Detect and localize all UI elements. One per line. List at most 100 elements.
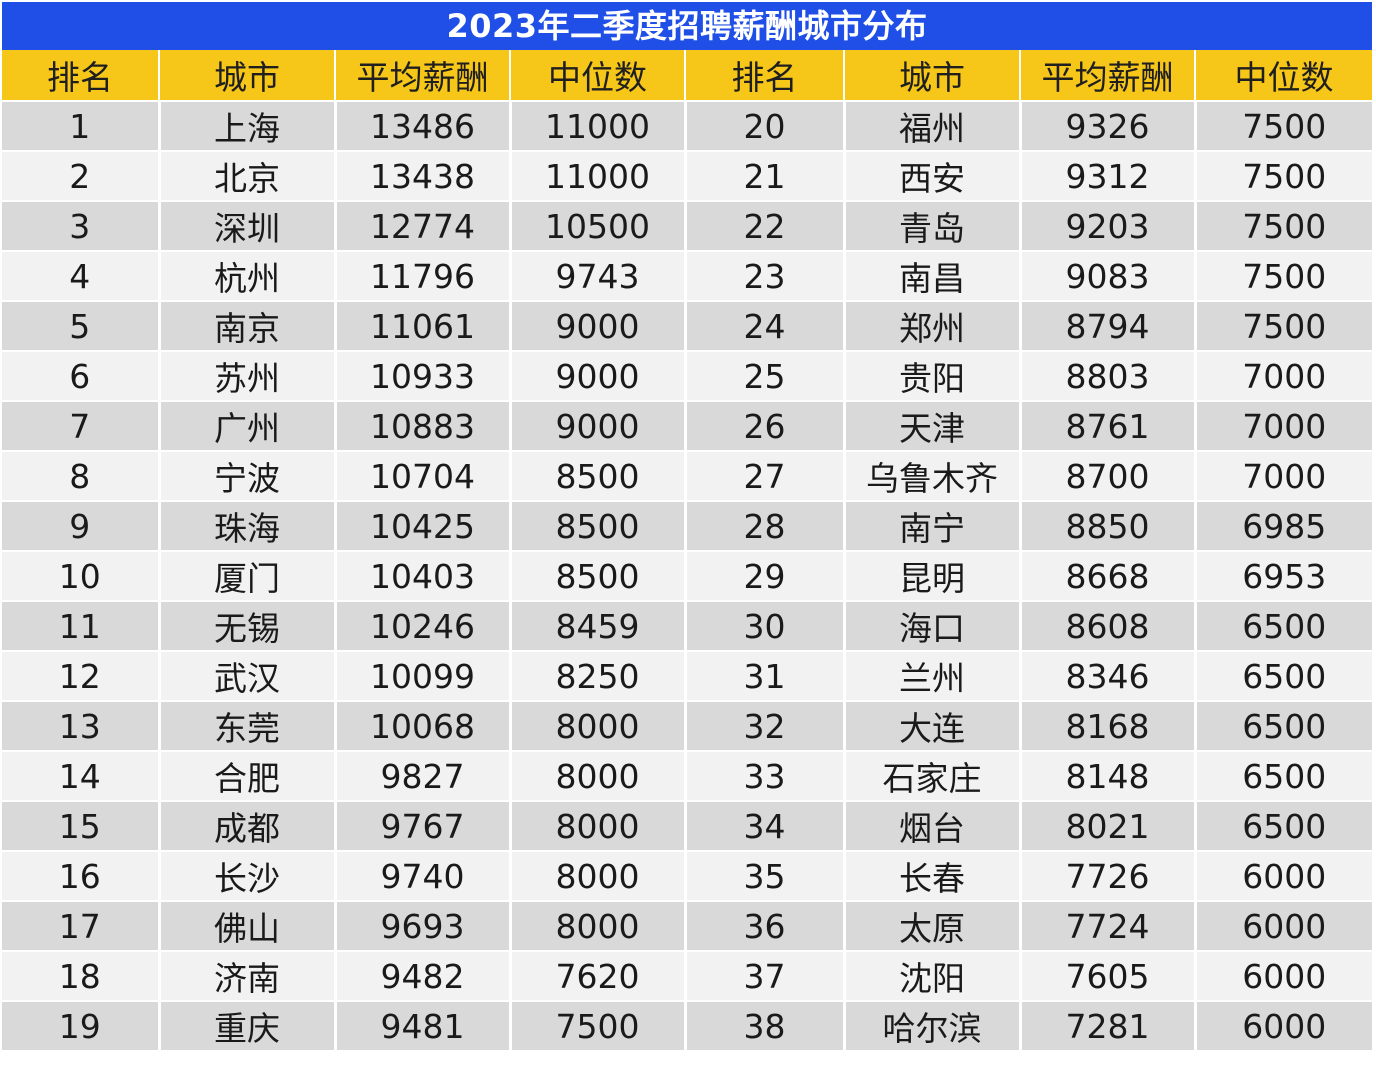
cell-avg-salary-left: 10704 — [333, 450, 510, 501]
cell-median-left: 11000 — [508, 100, 685, 151]
cell-rank-left: 14 — [2, 750, 159, 801]
table-row: 9 珠海 10425 8500 28 南宁 8850 6985 — [2, 500, 1372, 551]
table-row: 1 上海 13486 11000 20 福州 9326 7500 — [2, 100, 1372, 151]
cell-city-left: 厦门 — [157, 550, 335, 601]
table-body: 1 上海 13486 11000 20 福州 9326 7500 2 北京 13438 11000 21… — [2, 100, 1372, 1050]
cell-city-left: 深圳 — [157, 200, 335, 251]
cell-rank-left: 17 — [2, 900, 159, 951]
header-city-left: 城市 — [158, 50, 335, 102]
cell-median-left: 10500 — [508, 200, 685, 251]
cell-rank-right: 32 — [683, 700, 844, 751]
cell-rank-left: 18 — [2, 950, 159, 1001]
cell-median-left: 8000 — [508, 850, 685, 901]
cell-avg-salary-right: 8700 — [1018, 450, 1195, 501]
cell-avg-salary-left: 11061 — [333, 300, 510, 351]
cell-rank-left: 11 — [2, 600, 159, 651]
cell-city-left: 成都 — [157, 800, 335, 851]
cell-rank-left: 15 — [2, 800, 159, 851]
cell-median-left: 8500 — [508, 500, 685, 551]
cell-city-left: 重庆 — [157, 1000, 335, 1050]
cell-city-left: 济南 — [157, 950, 335, 1001]
table-row: 15 成都 9767 8000 34 烟台 8021 6500 — [2, 800, 1372, 851]
cell-median-left: 8000 — [508, 750, 685, 801]
cell-avg-salary-right: 8761 — [1018, 400, 1195, 451]
cell-rank-right: 38 — [683, 1000, 844, 1050]
cell-median-right: 7500 — [1193, 300, 1372, 351]
cell-rank-right: 28 — [683, 500, 844, 551]
cell-rank-right: 35 — [683, 850, 844, 901]
cell-city-left: 佛山 — [157, 900, 335, 951]
cell-avg-salary-left: 9481 — [333, 1000, 510, 1050]
cell-city-right: 西安 — [842, 150, 1020, 201]
cell-median-right: 7500 — [1193, 150, 1372, 201]
cell-city-left: 杭州 — [157, 250, 335, 301]
table-row: 18 济南 9482 7620 37 沈阳 7605 6000 — [2, 950, 1372, 1001]
cell-city-left: 南京 — [157, 300, 335, 351]
cell-city-right: 太原 — [842, 900, 1020, 951]
table-row: 7 广州 10883 9000 26 天津 8761 7000 — [2, 400, 1372, 451]
cell-city-right: 兰州 — [842, 650, 1020, 701]
cell-median-left: 9000 — [508, 400, 685, 451]
cell-median-left: 8000 — [508, 900, 685, 951]
cell-median-right: 6000 — [1193, 1000, 1372, 1050]
cell-rank-left: 1 — [2, 100, 159, 151]
cell-city-left: 珠海 — [157, 500, 335, 551]
cell-avg-salary-left: 10099 — [333, 650, 510, 701]
cell-avg-salary-right: 8148 — [1018, 750, 1195, 801]
cell-avg-salary-right: 8803 — [1018, 350, 1195, 401]
cell-city-right: 石家庄 — [842, 750, 1020, 801]
cell-avg-salary-right: 8668 — [1018, 550, 1195, 601]
cell-city-right: 哈尔滨 — [842, 1000, 1020, 1050]
cell-avg-salary-right: 9312 — [1018, 150, 1195, 201]
salary-table-sheet: 2023年二季度招聘薪酬城市分布 排名 城市 平均薪酬 中位数 排名 城市 平均薪酬 中位数 … — [2, 2, 1372, 1050]
cell-rank-left: 8 — [2, 450, 159, 501]
cell-avg-salary-right: 8346 — [1018, 650, 1195, 701]
cell-city-left: 宁波 — [157, 450, 335, 501]
cell-rank-right: 33 — [683, 750, 844, 801]
cell-median-right: 7000 — [1193, 400, 1372, 451]
cell-city-right: 海口 — [842, 600, 1020, 651]
cell-median-right: 6500 — [1193, 600, 1372, 651]
cell-rank-right: 20 — [683, 100, 844, 151]
cell-median-left: 8500 — [508, 550, 685, 601]
cell-avg-salary-left: 13486 — [333, 100, 510, 151]
header-city-right: 城市 — [843, 50, 1020, 102]
cell-rank-right: 36 — [683, 900, 844, 951]
cell-rank-left: 16 — [2, 850, 159, 901]
cell-median-left: 11000 — [508, 150, 685, 201]
cell-avg-salary-left: 9693 — [333, 900, 510, 951]
table-row: 3 深圳 12774 10500 22 青岛 9203 7500 — [2, 200, 1372, 251]
cell-city-right: 长春 — [842, 850, 1020, 901]
table-row: 16 长沙 9740 8000 35 长春 7726 6000 — [2, 850, 1372, 901]
cell-rank-right: 21 — [683, 150, 844, 201]
cell-avg-salary-left: 10883 — [333, 400, 510, 451]
cell-median-left: 9000 — [508, 300, 685, 351]
cell-median-right: 6985 — [1193, 500, 1372, 551]
cell-rank-right: 27 — [683, 450, 844, 501]
cell-avg-salary-right: 8794 — [1018, 300, 1195, 351]
cell-rank-right: 25 — [683, 350, 844, 401]
salary-table: 排名 城市 平均薪酬 中位数 排名 城市 平均薪酬 中位数 1 上海 13486 11000 20 福州… — [2, 50, 1372, 1050]
cell-rank-left: 6 — [2, 350, 159, 401]
cell-avg-salary-right: 7726 — [1018, 850, 1195, 901]
cell-median-right: 6500 — [1193, 700, 1372, 751]
cell-avg-salary-left: 11796 — [333, 250, 510, 301]
header-avg-salary-left: 平均薪酬 — [334, 50, 510, 102]
cell-avg-salary-left: 10933 — [333, 350, 510, 401]
cell-median-right: 6000 — [1193, 900, 1372, 951]
table-row: 8 宁波 10704 8500 27 乌鲁木齐 8700 7000 — [2, 450, 1372, 501]
cell-rank-left: 2 — [2, 150, 159, 201]
cell-rank-right: 37 — [683, 950, 844, 1001]
cell-rank-left: 9 — [2, 500, 159, 551]
cell-rank-right: 34 — [683, 800, 844, 851]
cell-avg-salary-right: 7281 — [1018, 1000, 1195, 1050]
cell-city-right: 沈阳 — [842, 950, 1020, 1001]
cell-city-right: 福州 — [842, 100, 1020, 151]
header-rank-right: 排名 — [684, 50, 844, 102]
cell-avg-salary-right: 9083 — [1018, 250, 1195, 301]
cell-avg-salary-right: 9203 — [1018, 200, 1195, 251]
cell-rank-left: 12 — [2, 650, 159, 701]
cell-rank-left: 4 — [2, 250, 159, 301]
cell-city-left: 东莞 — [157, 700, 335, 751]
cell-rank-left: 13 — [2, 700, 159, 751]
